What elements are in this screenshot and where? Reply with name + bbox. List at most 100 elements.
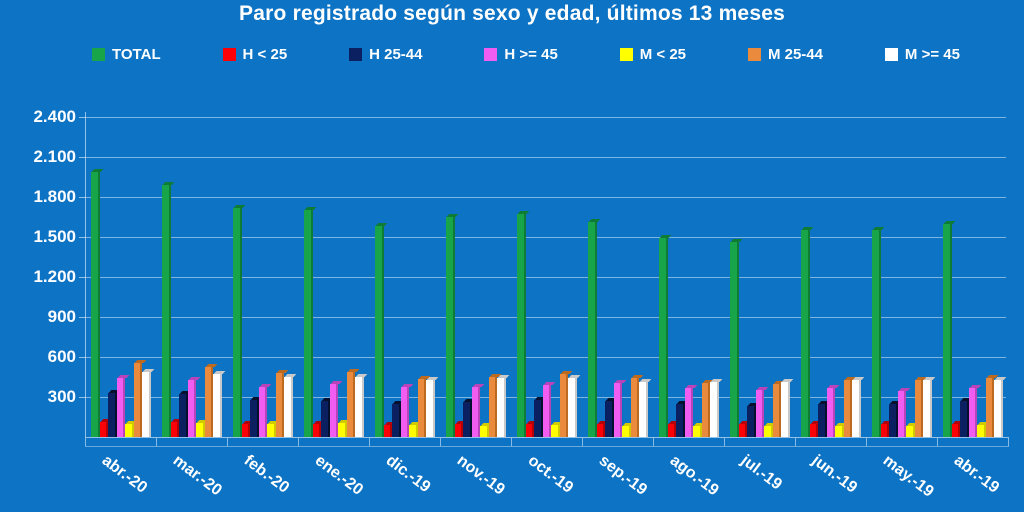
bar-M<25-feb.-20 xyxy=(267,424,276,437)
x-tick-label: ago.-19 xyxy=(666,452,722,500)
bar-group-sep.-19 xyxy=(588,222,649,437)
x-axis-tick xyxy=(653,438,654,446)
y-tick-label: 600 xyxy=(47,347,76,366)
bar-H<25-dic.-19 xyxy=(383,425,393,437)
x-axis-tick xyxy=(156,438,157,446)
bar-M25-44-oct.-19 xyxy=(559,374,569,437)
x-tick-label: may.-19 xyxy=(879,452,937,501)
bar-H>=45-abr.-20 xyxy=(116,378,126,437)
bar-M>=45-ene.-20 xyxy=(355,377,365,437)
bar-H25-44-oct.-19 xyxy=(534,400,543,437)
x-axis-tick xyxy=(369,438,370,446)
legend-swatch xyxy=(349,48,363,61)
legend-item-4: M < 25 xyxy=(619,46,687,63)
bar-M<25-mar.-20 xyxy=(196,423,205,437)
bar-H<25-ago.-19 xyxy=(667,424,677,437)
bar-H>=45-may.-19 xyxy=(897,391,907,437)
bar-M<25-ene.-20 xyxy=(338,423,347,437)
legend-swatch xyxy=(619,48,633,61)
gridline xyxy=(85,237,1006,238)
bar-group-oct.-19 xyxy=(517,214,578,437)
bar-H25-44-jul.-19 xyxy=(747,406,756,437)
x-axis-tick xyxy=(298,438,299,446)
gridline xyxy=(85,317,1006,318)
bar-H25-44-ene.-20 xyxy=(321,401,330,437)
x-tick-label: jun.-19 xyxy=(808,452,861,497)
bar-group-ene.-20 xyxy=(304,210,365,437)
x-axis-tick xyxy=(440,438,441,446)
legend-item-2: H 25-44 xyxy=(349,46,422,63)
bar-M<25-oct.-19 xyxy=(551,425,560,437)
bar-group-may.-19 xyxy=(872,230,933,437)
y-tick-label: 1.200 xyxy=(33,267,76,286)
bar-H25-44-jun.-19 xyxy=(818,404,827,437)
bar-H>=45-mar.-20 xyxy=(187,380,197,437)
bar-TOTAL-abr.-20 xyxy=(91,172,100,437)
legend-swatch xyxy=(222,48,236,61)
bar-M>=45-abr.-20 xyxy=(142,372,152,437)
y-tick-label: 300 xyxy=(47,387,76,406)
legend-swatch xyxy=(484,48,498,61)
bar-H>=45-nov.-19 xyxy=(471,387,481,437)
gridline xyxy=(85,157,1006,158)
bar-TOTAL-dic.-19 xyxy=(375,226,384,437)
legend-label: H >= 45 xyxy=(504,46,558,63)
bar-M<25-abr.-19 xyxy=(977,425,986,437)
legend-item-5: M 25-44 xyxy=(747,46,823,63)
bar-M>=45-oct.-19 xyxy=(568,378,578,437)
y-tick-label: 900 xyxy=(47,307,76,326)
bar-TOTAL-feb.-20 xyxy=(233,208,242,437)
bar-group-nov.-19 xyxy=(446,217,507,437)
bar-H<25-jun.-19 xyxy=(809,424,819,437)
x-axis-tick xyxy=(227,438,228,446)
legend-item-6: M >= 45 xyxy=(884,46,960,63)
gridline xyxy=(85,197,1006,198)
bar-H25-44-sep.-19 xyxy=(605,401,614,437)
legend-label: M >= 45 xyxy=(904,46,960,63)
bar-H<25-oct.-19 xyxy=(525,424,535,437)
bar-H>=45-oct.-19 xyxy=(542,385,552,437)
bar-H>=45-jun.-19 xyxy=(826,388,836,437)
y-axis-line xyxy=(85,112,86,437)
bar-M25-44-abr.-20 xyxy=(133,363,143,437)
bar-H25-44-nov.-19 xyxy=(463,402,472,437)
x-tick-label: ene.-20 xyxy=(311,452,367,499)
bar-TOTAL-jul.-19 xyxy=(730,242,739,437)
bar-TOTAL-sep.-19 xyxy=(588,222,597,437)
x-axis-tick xyxy=(582,438,583,446)
bar-H25-44-abr.-20 xyxy=(108,393,117,437)
bar-M>=45-dic.-19 xyxy=(426,380,436,437)
bar-M<25-abr.-20 xyxy=(125,424,134,437)
x-tick-label: nov.-19 xyxy=(453,452,508,499)
bar-M>=45-sep.-19 xyxy=(639,382,649,437)
x-axis-floor xyxy=(85,437,1009,447)
bar-M25-44-mar.-20 xyxy=(204,367,214,437)
x-axis-tick xyxy=(1008,438,1009,446)
bar-M25-44-jun.-19 xyxy=(843,380,853,437)
x-axis-tick xyxy=(866,438,867,446)
chart-title: Paro registrado según sexo y edad, últim… xyxy=(239,2,785,25)
bar-M<25-jun.-19 xyxy=(835,426,844,437)
y-tick-label: 2.100 xyxy=(33,147,76,166)
legend-label: M < 25 xyxy=(639,46,687,63)
bar-M<25-dic.-19 xyxy=(409,425,418,437)
bar-M25-44-may.-19 xyxy=(914,380,924,437)
bar-group-jun.-19 xyxy=(801,230,862,437)
bar-H25-44-dic.-19 xyxy=(392,404,401,437)
y-axis-tick xyxy=(79,397,85,398)
bar-H25-44-may.-19 xyxy=(889,404,898,437)
y-axis-tick xyxy=(79,237,85,238)
bar-M<25-jul.-19 xyxy=(764,426,773,437)
legend-item-0: TOTAL xyxy=(92,46,161,63)
x-tick-label: feb.-20 xyxy=(240,452,293,497)
bar-H25-44-mar.-20 xyxy=(179,394,188,437)
y-axis-tick xyxy=(79,117,85,118)
plot-area xyxy=(79,112,1006,437)
y-tick-label: 1.500 xyxy=(33,227,76,246)
bar-H25-44-abr.-19 xyxy=(960,401,969,437)
legend-item-3: H >= 45 xyxy=(484,46,558,63)
gridline xyxy=(85,277,1006,278)
bar-M25-44-abr.-19 xyxy=(985,378,995,437)
bar-group-dic.-19 xyxy=(375,226,436,437)
legend-swatch xyxy=(884,48,898,61)
